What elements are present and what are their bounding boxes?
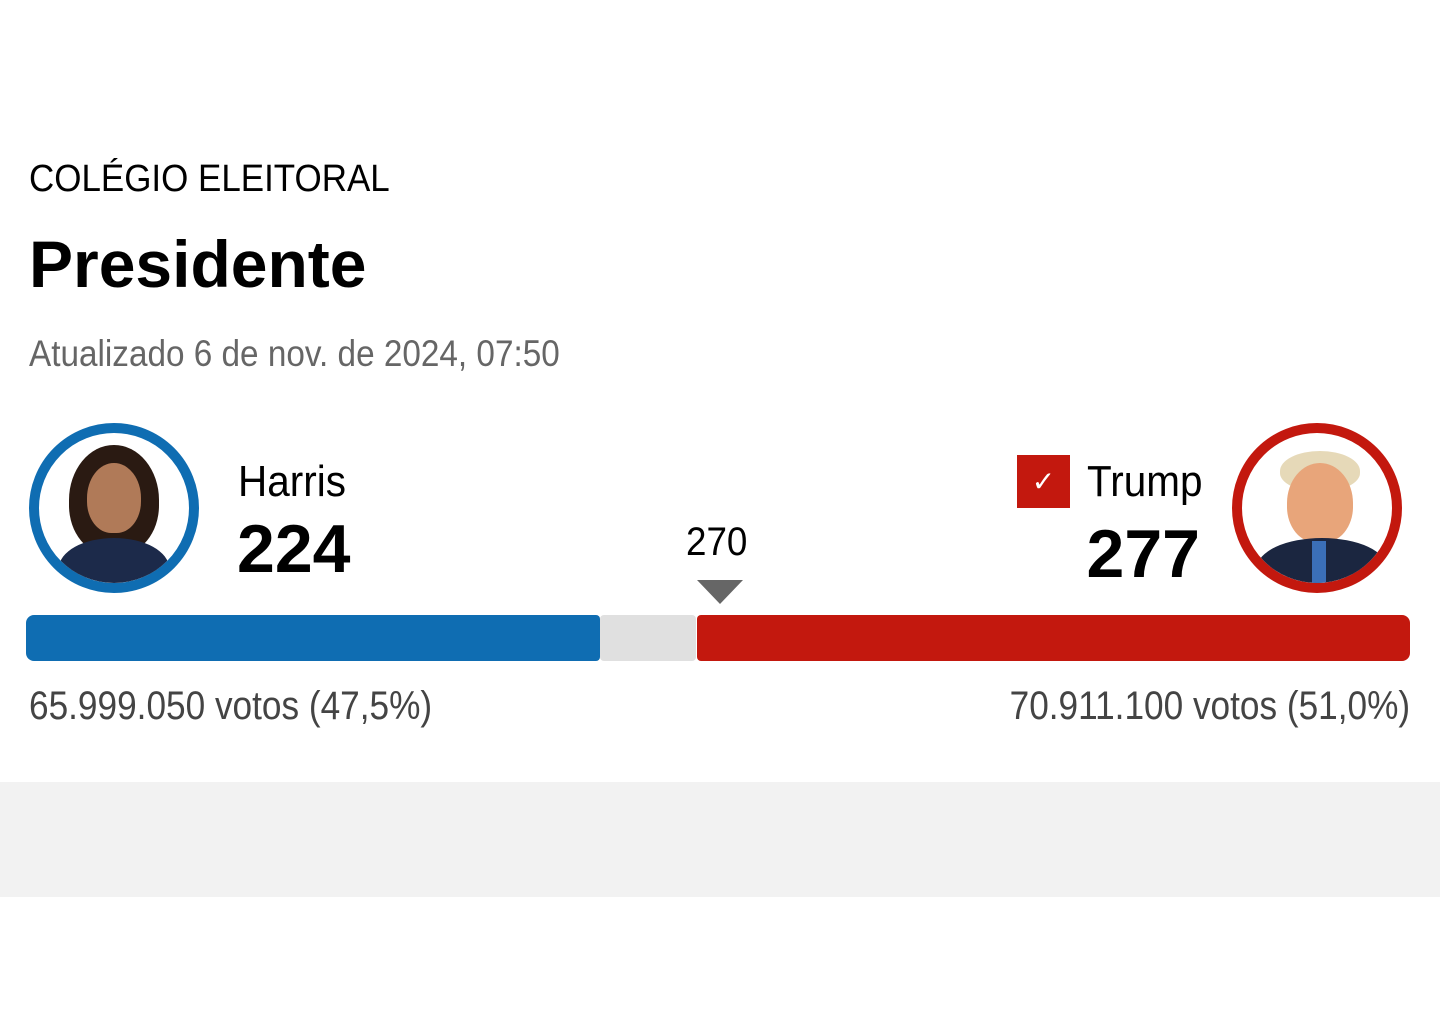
page-title: Presidente xyxy=(29,227,367,301)
harris-bar xyxy=(26,615,600,661)
threshold-marker-icon xyxy=(697,580,743,604)
trump-electoral-votes: 277 xyxy=(1086,516,1200,592)
trump-bar xyxy=(697,615,1410,661)
section-kicker: COLÉGIO ELEITORAL xyxy=(29,158,390,200)
threshold-label: 270 xyxy=(686,520,748,564)
remaining-bar xyxy=(600,615,696,661)
harris-avatar xyxy=(29,423,199,593)
trump-popular-votes: 70.911.100 votos (51,0%) xyxy=(1009,684,1410,728)
winner-check-icon: ✓ xyxy=(1017,455,1070,508)
footer-band xyxy=(0,782,1440,897)
harris-popular-votes: 65.999.050 votos (47,5%) xyxy=(29,684,433,728)
trump-avatar xyxy=(1232,423,1402,593)
trump-name: Trump xyxy=(1086,457,1202,506)
updated-timestamp: Atualizado 6 de nov. de 2024, 07:50 xyxy=(29,333,560,374)
harris-name: Harris xyxy=(238,457,346,506)
harris-electoral-votes: 224 xyxy=(237,511,351,587)
